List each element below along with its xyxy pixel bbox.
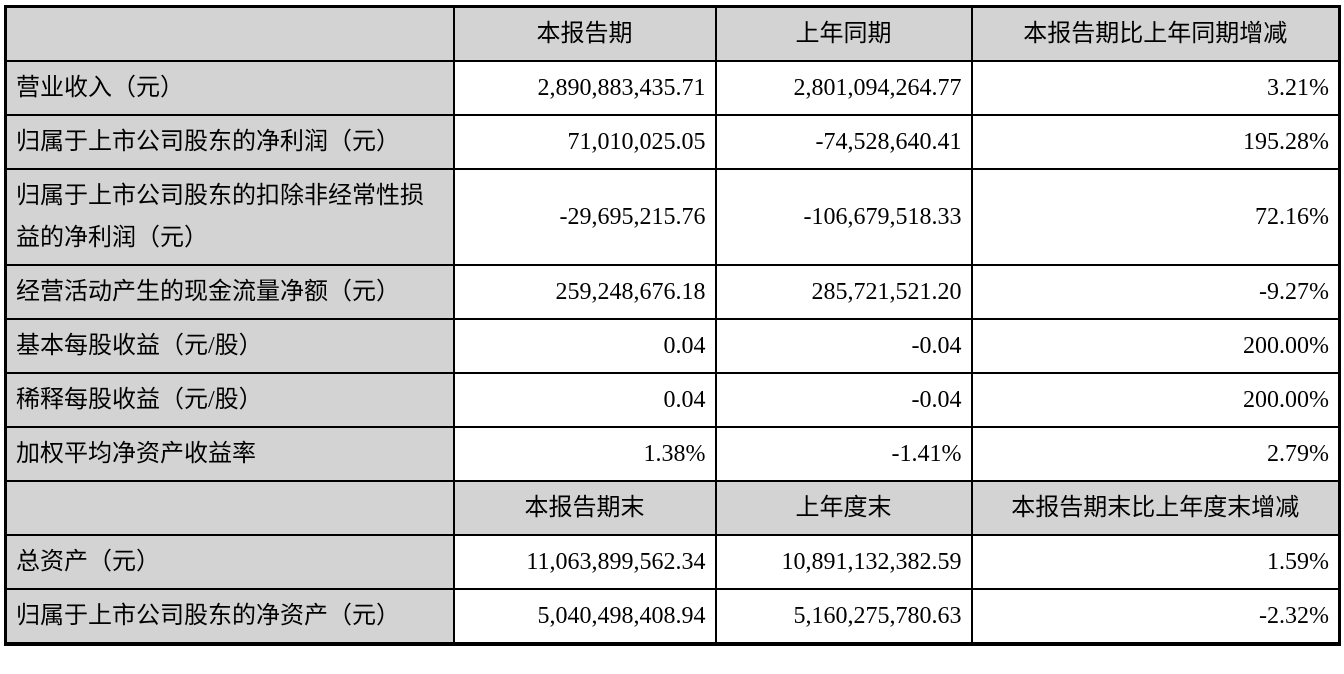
prior-value: 2,801,094,264.77 [714,60,973,116]
change-value: 72.16% [970,168,1341,266]
period-header-row: 本报告期 上年同期 本报告期比上年同期增减 [4,5,1341,62]
current-value: 5,040,498,408.94 [452,588,717,645]
current-value: 2,890,883,435.71 [452,60,717,116]
metric-label: 基本每股收益（元/股） [4,318,455,374]
change-value: -2.32% [970,588,1341,645]
metric-label: 营业收入（元） [4,60,455,116]
metric-row-weighted-avg-roe: 加权平均净资产收益率 1.38% -1.41% 2.79% [4,426,1341,482]
current-value: 71,010,025.05 [452,114,717,170]
metric-row-net-profit: 归属于上市公司股东的净利润（元） 71,010,025.05 -74,528,6… [4,114,1341,170]
prior-value: -0.04 [714,318,973,374]
header-prior-year-end: 上年度末 [714,480,973,536]
metric-row-total-assets: 总资产（元） 11,063,899,562.34 10,891,132,382.… [4,534,1341,590]
metric-row-net-profit-excl-nonrecurring: 归属于上市公司股东的扣除非经常性损益的净利润（元） -29,695,215.76… [4,168,1341,266]
change-value: 200.00% [970,372,1341,428]
metric-row-diluted-eps: 稀释每股收益（元/股） 0.04 -0.04 200.00% [4,372,1341,428]
financial-summary-table: 本报告期 上年同期 本报告期比上年同期增减 营业收入（元） 2,890,883,… [4,5,1341,646]
current-value: 0.04 [452,318,717,374]
current-value: 0.04 [452,372,717,428]
change-value: 3.21% [970,60,1341,116]
prior-value: -106,679,518.33 [714,168,973,266]
metric-row-operating-revenue: 营业收入（元） 2,890,883,435.71 2,801,094,264.7… [4,60,1341,116]
header-period-change: 本报告期比上年同期增减 [970,5,1341,62]
metric-label: 归属于上市公司股东的扣除非经常性损益的净利润（元） [4,168,455,266]
prior-value: -0.04 [714,372,973,428]
metric-label: 稀释每股收益（元/股） [4,372,455,428]
header-current-period-end: 本报告期末 [452,480,717,536]
current-value: 259,248,676.18 [452,264,717,320]
prior-value: 285,721,521.20 [714,264,973,320]
change-value: 195.28% [970,114,1341,170]
metric-label: 经营活动产生的现金流量净额（元） [4,264,455,320]
header-corner-cell [4,480,455,536]
prior-value: 5,160,275,780.63 [714,588,973,645]
current-value: 1.38% [452,426,717,482]
header-corner-cell [4,5,455,62]
change-value: 2.79% [970,426,1341,482]
header-prior-period: 上年同期 [714,5,973,62]
metric-row-basic-eps: 基本每股收益（元/股） 0.04 -0.04 200.00% [4,318,1341,374]
header-current-period: 本报告期 [452,5,717,62]
prior-value: -1.41% [714,426,973,482]
metric-row-operating-cash-flow: 经营活动产生的现金流量净额（元） 259,248,676.18 285,721,… [4,264,1341,320]
metric-label: 归属于上市公司股东的净资产（元） [4,588,455,645]
balance-header-row: 本报告期末 上年度末 本报告期末比上年度末增减 [4,480,1341,536]
change-value: 200.00% [970,318,1341,374]
change-value: -9.27% [970,264,1341,320]
prior-value: 10,891,132,382.59 [714,534,973,590]
header-period-end-change: 本报告期末比上年度末增减 [970,480,1341,536]
metric-label: 加权平均净资产收益率 [4,426,455,482]
prior-value: -74,528,640.41 [714,114,973,170]
metric-row-net-assets: 归属于上市公司股东的净资产（元） 5,040,498,408.94 5,160,… [4,588,1341,645]
metric-label: 总资产（元） [4,534,455,590]
current-value: -29,695,215.76 [452,168,717,266]
current-value: 11,063,899,562.34 [452,534,717,590]
change-value: 1.59% [970,534,1341,590]
metric-label: 归属于上市公司股东的净利润（元） [4,114,455,170]
